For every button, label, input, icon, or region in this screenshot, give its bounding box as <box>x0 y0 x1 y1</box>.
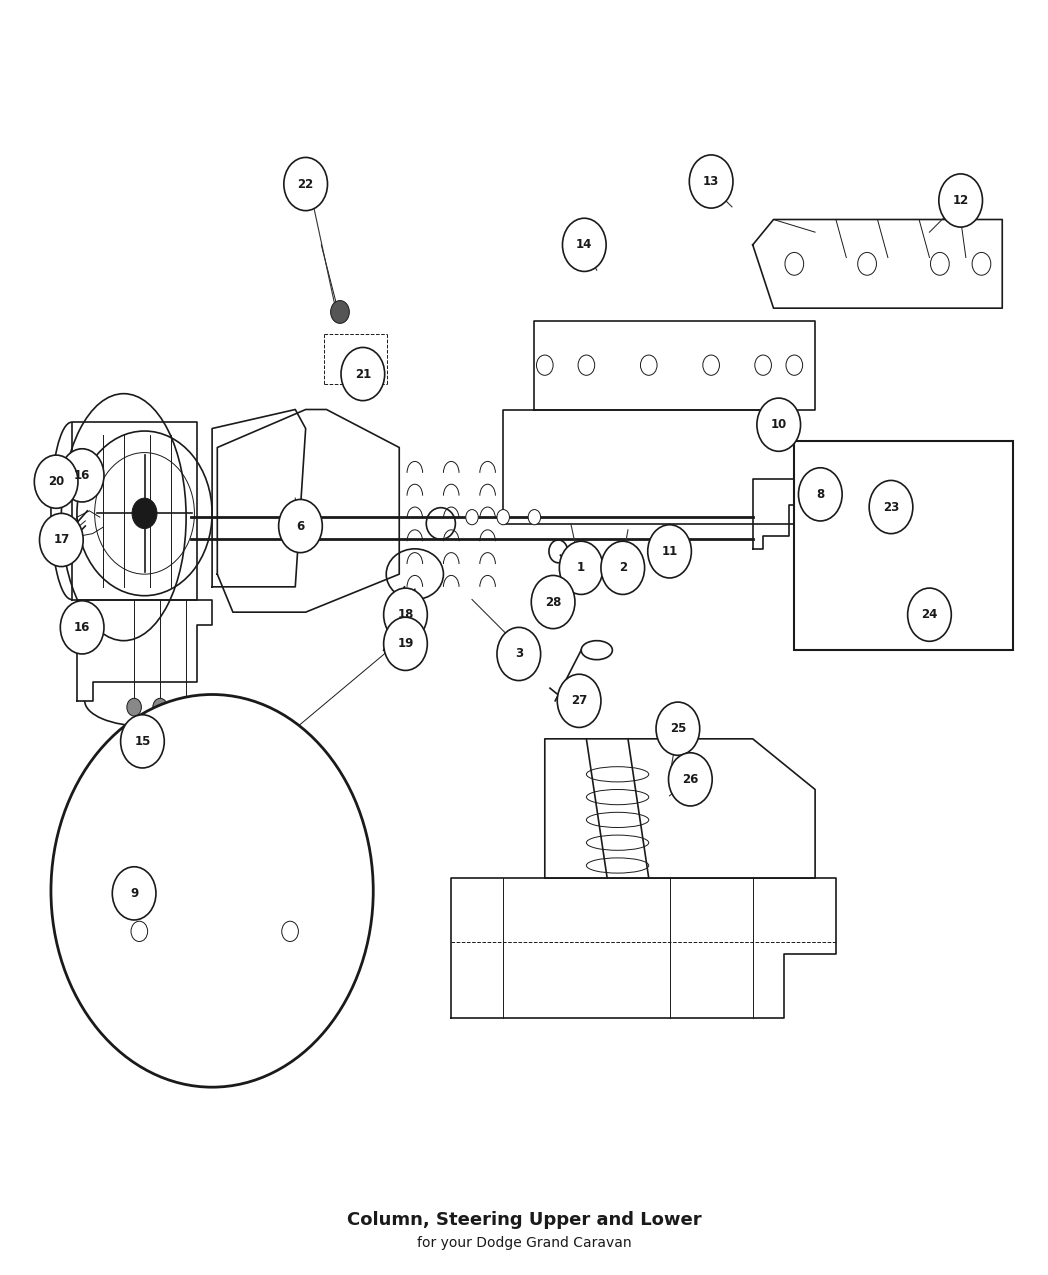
Circle shape <box>690 154 733 208</box>
Text: 10: 10 <box>770 418 787 431</box>
Text: for your Dodge Grand Caravan: for your Dodge Grand Caravan <box>417 1235 631 1250</box>
Circle shape <box>153 699 168 717</box>
Circle shape <box>121 715 165 768</box>
Text: 25: 25 <box>670 722 686 736</box>
Circle shape <box>648 525 692 578</box>
Text: 6: 6 <box>297 519 305 533</box>
Circle shape <box>558 674 601 728</box>
Circle shape <box>61 601 104 654</box>
Text: 21: 21 <box>354 367 371 380</box>
Circle shape <box>601 541 645 594</box>
Circle shape <box>341 347 385 400</box>
Circle shape <box>61 449 104 502</box>
Circle shape <box>279 500 323 552</box>
Text: 2: 2 <box>618 561 627 574</box>
Text: 14: 14 <box>576 238 592 251</box>
Circle shape <box>35 455 78 509</box>
Text: 28: 28 <box>545 595 562 608</box>
Text: 22: 22 <box>298 177 313 190</box>
Circle shape <box>112 867 156 921</box>
Text: 20: 20 <box>48 476 64 488</box>
Text: 16: 16 <box>74 469 90 482</box>
Circle shape <box>40 514 83 566</box>
Circle shape <box>757 398 801 451</box>
Circle shape <box>179 699 194 717</box>
Text: 18: 18 <box>397 608 414 621</box>
Circle shape <box>563 218 606 272</box>
Text: 15: 15 <box>134 734 151 748</box>
Text: 26: 26 <box>682 773 699 785</box>
Circle shape <box>384 588 428 641</box>
Text: 23: 23 <box>882 501 899 514</box>
Circle shape <box>284 157 328 210</box>
Text: 9: 9 <box>130 887 138 900</box>
Circle shape <box>127 699 141 717</box>
Text: 17: 17 <box>53 533 69 547</box>
Text: 24: 24 <box>921 608 938 621</box>
Circle shape <box>669 752 713 806</box>
Circle shape <box>531 575 575 629</box>
Text: 3: 3 <box>515 648 523 660</box>
Circle shape <box>51 695 373 1088</box>
Circle shape <box>908 588 952 641</box>
Circle shape <box>330 301 349 324</box>
Circle shape <box>656 703 700 755</box>
Circle shape <box>560 541 603 594</box>
Text: 1: 1 <box>577 561 585 574</box>
Circle shape <box>497 510 509 525</box>
Text: 11: 11 <box>661 544 678 558</box>
Circle shape <box>465 510 478 525</box>
Text: Column, Steering Upper and Lower: Column, Steering Upper and Lower <box>347 1211 701 1229</box>
Text: 13: 13 <box>703 175 719 187</box>
Circle shape <box>939 173 982 227</box>
Text: 16: 16 <box>74 621 90 634</box>
Circle shape <box>869 481 913 534</box>
Bar <box>794 441 1012 650</box>
Circle shape <box>132 499 157 529</box>
Text: 19: 19 <box>397 638 414 650</box>
Circle shape <box>528 510 541 525</box>
Circle shape <box>799 468 843 521</box>
Text: 8: 8 <box>816 488 825 501</box>
Circle shape <box>497 627 541 681</box>
Text: 27: 27 <box>571 695 587 708</box>
Circle shape <box>384 617 428 671</box>
Text: 12: 12 <box>953 194 968 207</box>
